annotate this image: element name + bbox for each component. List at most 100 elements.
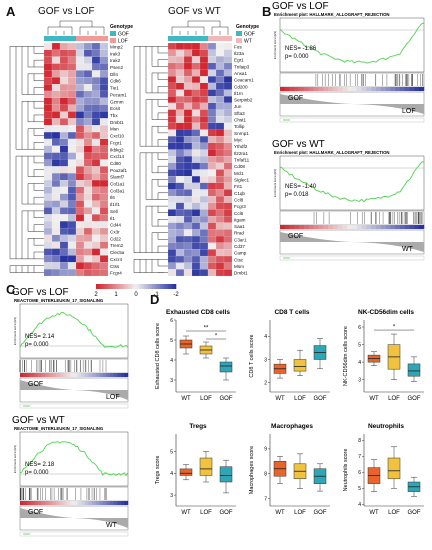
- y-tick-label: 2: [264, 381, 267, 387]
- heatmap-cell: [199, 109, 209, 117]
- heatmap-cell: [183, 255, 193, 263]
- hit-panel: [19, 486, 129, 502]
- gene-label: Il1rn: [234, 91, 243, 96]
- heatmap-cell: [167, 96, 177, 103]
- heatmap-cell: [199, 149, 209, 157]
- x-tick-label: GOF: [314, 510, 327, 516]
- heatmap-cell: [167, 216, 177, 223]
- heatmap-cell: [59, 49, 69, 57]
- heatmap-cell: [175, 255, 185, 263]
- heatmap-cell: [183, 136, 193, 143]
- genotype-legend-swatch: [236, 38, 242, 43]
- heatmap-cell: [223, 89, 233, 97]
- heatmap-cell: [223, 129, 233, 137]
- heatmap-cell: [75, 125, 85, 133]
- heatmap-cell: [215, 216, 225, 223]
- rank-gradient-step: [34, 501, 39, 505]
- rank-gradient-step: [99, 373, 104, 377]
- gene-label: Tnfaip3: [234, 64, 250, 69]
- heatmap-cell: [83, 227, 93, 235]
- gene-label: Irak3: [110, 51, 121, 56]
- heatmap-cell: [167, 82, 177, 90]
- heatmap-cell: [183, 89, 193, 97]
- rank-gradient-step: [102, 373, 107, 377]
- heatmap-cell: [167, 142, 177, 150]
- gene-label: Il22ra1: [234, 151, 248, 156]
- heatmap-cell: [183, 156, 193, 163]
- heatmap-cell: [91, 138, 101, 146]
- colorbar-step: [160, 284, 163, 289]
- heatmap-cell: [75, 173, 85, 181]
- heatmap-cell: [207, 56, 217, 64]
- rank-gradient-step: [294, 225, 300, 229]
- genotype-annotation-cell: [216, 36, 224, 41]
- heatmap-cell: [191, 269, 201, 277]
- heatmap-cell: [67, 42, 77, 50]
- rank-gradient-step: [110, 501, 114, 505]
- heatmap-cell: [43, 111, 53, 119]
- x-tick-label: LOF: [388, 510, 400, 516]
- heatmap-cell: [215, 162, 225, 170]
- heatmap-cell: [75, 241, 85, 249]
- heatmap-cell: [191, 129, 201, 137]
- y-tick-label: 3: [170, 378, 173, 384]
- heatmap-cell: [183, 149, 193, 157]
- rank-gradient-step: [117, 501, 122, 505]
- gsea-nes: NES= -1.40: [285, 184, 317, 190]
- gene-label: Cd80: [110, 161, 121, 166]
- rank-gradient-step: [117, 373, 122, 377]
- rank-gradient-step: [419, 87, 425, 91]
- colorbar-tick-label: 2: [94, 292, 98, 298]
- gene-label: Irak2: [110, 58, 121, 63]
- gene-label: Rrad: [234, 231, 244, 236]
- heatmap-cell: [99, 97, 109, 105]
- rank-gradient-step: [48, 501, 53, 505]
- gene-label: Cd200: [234, 84, 248, 89]
- hit-panel: [279, 210, 425, 226]
- heatmap-cell: [207, 96, 217, 103]
- rank-gradient-step: [342, 225, 348, 229]
- rank-gradient-step: [361, 87, 367, 91]
- heatmap-cell: [199, 222, 209, 230]
- heatmap-cell: [75, 214, 85, 222]
- x-tick-label: LOF: [388, 396, 400, 402]
- heatmap-cell: [223, 76, 233, 83]
- gene-label: Il23a: [234, 51, 244, 56]
- heatmap-cell: [83, 241, 93, 249]
- rank-gradient-step: [284, 225, 290, 229]
- heatmap-cell: [51, 56, 61, 64]
- heatmap-cell: [207, 82, 217, 90]
- heatmap-cell: [175, 169, 185, 177]
- heatmap-cell: [59, 186, 69, 194]
- heatmap-cell: [51, 186, 61, 194]
- heatmap-cell: [51, 104, 61, 112]
- rank-gradient-step: [113, 373, 118, 377]
- colorbar-step: [158, 284, 161, 289]
- heatmap-cell: [167, 102, 177, 110]
- heatmap-cell: [91, 125, 101, 133]
- heatmap-cell: [215, 76, 225, 83]
- heatmap-cell: [83, 159, 93, 167]
- heatmap-cell: [75, 138, 85, 146]
- gene-label: Frt1: [234, 184, 243, 189]
- heatmap-cell: [43, 125, 53, 133]
- rank-gradient-step: [308, 87, 314, 91]
- rank-gradient-step: [59, 501, 64, 505]
- heatmap-cell: [183, 216, 193, 223]
- heatmap-cell: [223, 176, 233, 183]
- heatmap-cell: [59, 193, 69, 201]
- heatmap-cell: [167, 109, 177, 117]
- heatmap-cell: [99, 214, 109, 222]
- heatmap-cell: [167, 202, 177, 210]
- heatmap-cell: [99, 234, 109, 242]
- heatmap-cell: [191, 189, 201, 197]
- heatmap-cell: [183, 222, 193, 230]
- colorbar-step: [130, 284, 133, 289]
- heatmap-cell: [67, 214, 77, 222]
- heatmap-cell: [99, 152, 109, 160]
- heatmap-cell: [175, 149, 185, 157]
- heatmap-cell: [207, 176, 217, 183]
